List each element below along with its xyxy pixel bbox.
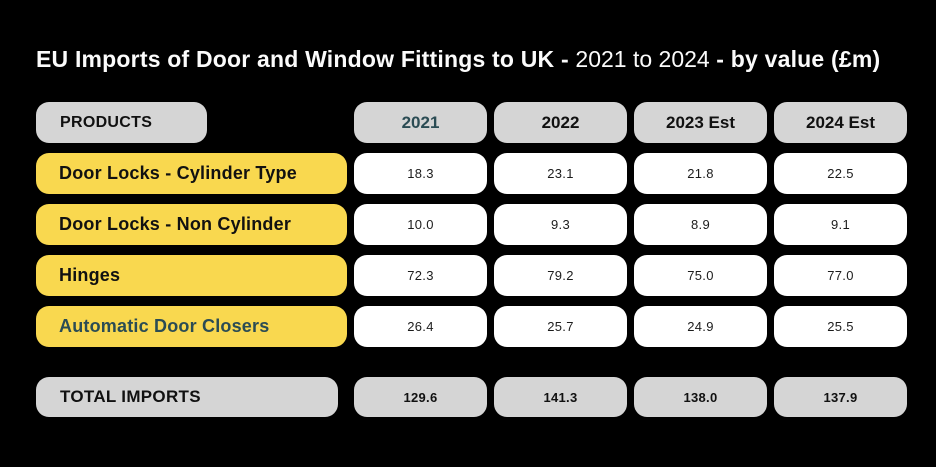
year-header-2022: 2022 (494, 102, 627, 143)
header-year-cell: 2023 Est (634, 102, 767, 143)
product-label-door-locks-non-cylinder: Door Locks - Non Cylinder (36, 204, 347, 245)
total-value-2023: 138.0 (634, 377, 767, 417)
value-cell: 75.0 (634, 255, 767, 296)
total-value-2022: 141.3 (494, 377, 627, 417)
value-2021: 10.0 (354, 204, 487, 245)
value-2022: 79.2 (494, 255, 627, 296)
value-2023: 24.9 (634, 306, 767, 347)
title-suffix: - by value (£m) (709, 46, 881, 72)
value-cell: 26.4 (354, 306, 487, 347)
table-row: Door Locks - Non Cylinder 10.0 9.3 8.9 9… (36, 204, 907, 245)
value-2021: 72.3 (354, 255, 487, 296)
value-2024: 77.0 (774, 255, 907, 296)
value-2021: 26.4 (354, 306, 487, 347)
value-cell: 10.0 (354, 204, 487, 245)
product-cell: Door Locks - Non Cylinder (36, 204, 347, 245)
total-label-cell: TOTAL IMPORTS (36, 377, 347, 417)
header-year-cell: 2024 Est (774, 102, 907, 143)
table-row: Door Locks - Cylinder Type 18.3 23.1 21.… (36, 153, 907, 194)
value-cell: 18.3 (354, 153, 487, 194)
value-cell: 25.5 (774, 306, 907, 347)
value-2024: 25.5 (774, 306, 907, 347)
title-main: EU Imports of Door and Window Fittings t… (36, 46, 576, 72)
product-cell: Hinges (36, 255, 347, 296)
product-label-hinges: Hinges (36, 255, 347, 296)
year-header-2021: 2021 (354, 102, 487, 143)
value-cell: 23.1 (494, 153, 627, 194)
value-cell: 8.9 (634, 204, 767, 245)
value-cell: 79.2 (494, 255, 627, 296)
total-value-cell: 129.6 (354, 377, 487, 417)
value-cell: 25.7 (494, 306, 627, 347)
total-value-cell: 138.0 (634, 377, 767, 417)
value-cell: 24.9 (634, 306, 767, 347)
total-row: TOTAL IMPORTS 129.6 141.3 138.0 137.9 (36, 377, 907, 417)
total-imports-label: TOTAL IMPORTS (36, 377, 338, 417)
year-header-2024-est: 2024 Est (774, 102, 907, 143)
header-row: PRODUCTS 2021 2022 2023 Est 2024 Est (36, 102, 907, 143)
title-year-range: 2021 to 2024 (575, 46, 710, 72)
product-cell: Door Locks - Cylinder Type (36, 153, 347, 194)
table-row: Hinges 72.3 79.2 75.0 77.0 (36, 255, 907, 296)
value-cell: 9.1 (774, 204, 907, 245)
year-header-2023-est: 2023 Est (634, 102, 767, 143)
header-year-cell: 2021 (354, 102, 487, 143)
value-2022: 25.7 (494, 306, 627, 347)
value-2023: 8.9 (634, 204, 767, 245)
value-2023: 75.0 (634, 255, 767, 296)
value-cell: 72.3 (354, 255, 487, 296)
value-2024: 22.5 (774, 153, 907, 194)
total-value-2024: 137.9 (774, 377, 907, 417)
products-column-header: PRODUCTS (36, 102, 207, 143)
value-cell: 9.3 (494, 204, 627, 245)
product-label-automatic-door-closers: Automatic Door Closers (36, 306, 347, 347)
imports-table: PRODUCTS 2021 2022 2023 Est 2024 Est Doo… (0, 102, 936, 417)
total-value-cell: 137.9 (774, 377, 907, 417)
product-cell: Automatic Door Closers (36, 306, 347, 347)
value-2022: 23.1 (494, 153, 627, 194)
total-value-2021: 129.6 (354, 377, 487, 417)
value-cell: 21.8 (634, 153, 767, 194)
value-cell: 77.0 (774, 255, 907, 296)
value-2024: 9.1 (774, 204, 907, 245)
product-label-door-locks-cylinder: Door Locks - Cylinder Type (36, 153, 347, 194)
total-value-cell: 141.3 (494, 377, 627, 417)
value-2023: 21.8 (634, 153, 767, 194)
page-title: EU Imports of Door and Window Fittings t… (0, 0, 936, 74)
table-row: Automatic Door Closers 26.4 25.7 24.9 25… (36, 306, 907, 347)
header-products-cell: PRODUCTS (36, 102, 347, 143)
value-cell: 22.5 (774, 153, 907, 194)
value-2022: 9.3 (494, 204, 627, 245)
header-year-cell: 2022 (494, 102, 627, 143)
value-2021: 18.3 (354, 153, 487, 194)
